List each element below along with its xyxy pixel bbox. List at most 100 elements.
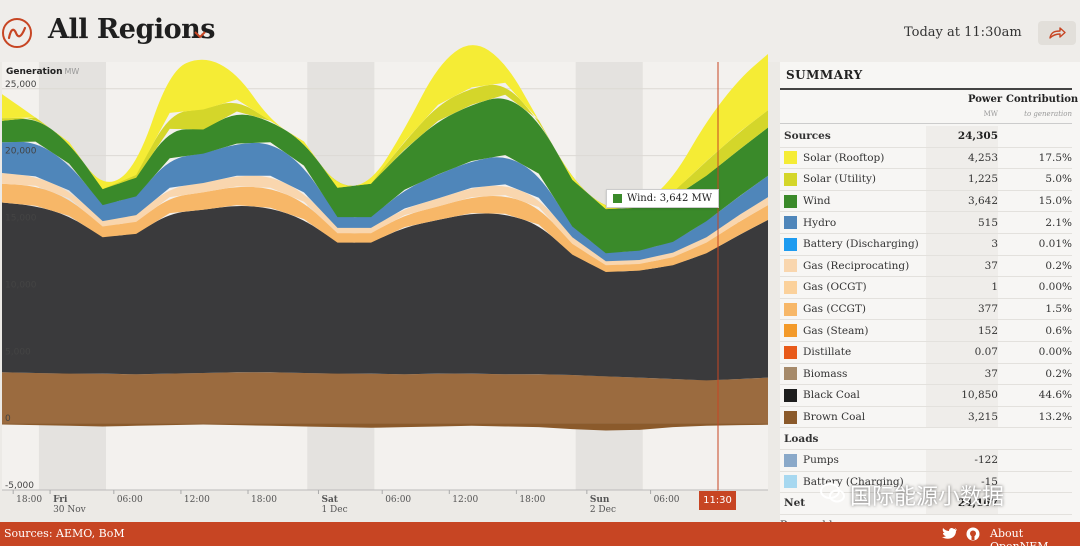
source-row[interactable]: Wind 3,642 15.0% — [780, 190, 1072, 213]
source-row[interactable]: Battery (Discharging) 3 0.01% — [780, 234, 1072, 256]
area-black-coal[interactable] — [2, 202, 768, 381]
color-swatch[interactable] — [784, 345, 797, 359]
x-tick-label: 12:00 — [452, 495, 478, 505]
row-power: 0.07 — [926, 342, 998, 363]
source-row[interactable]: Gas (OCGT) 1 0.00% — [780, 277, 1072, 299]
color-swatch[interactable] — [784, 410, 797, 424]
row-label: Battery (Discharging) — [803, 238, 919, 251]
color-swatch[interactable] — [784, 194, 797, 208]
net-row: Net 24,167 — [780, 493, 1072, 515]
footer-bar: Sources: AEMO, BoM About OpenNEM — [0, 522, 1080, 546]
color-swatch[interactable] — [784, 453, 797, 467]
row-label: Gas (CCGT) — [803, 303, 867, 316]
row-label: Sources — [784, 130, 831, 143]
contribution-column-unit: to generation — [1024, 110, 1072, 118]
row-power: -15 — [926, 471, 998, 493]
row-contribution: 44.6% — [1038, 389, 1072, 402]
color-swatch[interactable] — [784, 172, 797, 186]
source-row[interactable]: Brown Coal 3,215 13.2% — [780, 406, 1072, 429]
row-label: Solar (Utility) — [803, 173, 876, 186]
x-tick-label: 1 Dec — [321, 505, 347, 515]
y-axis: 25,000 20,000 15,000 10,000 5,000 0 -5,000 — [5, 80, 37, 491]
source-row[interactable]: Biomass 37 0.2% — [780, 363, 1072, 386]
y-tick-label: 0 — [5, 414, 11, 424]
color-swatch[interactable] — [784, 151, 797, 165]
region-title[interactable]: All Regions — [48, 14, 215, 45]
source-row[interactable]: Gas (CCGT) 377 1.5% — [780, 298, 1072, 321]
row-contribution: 0.2% — [1045, 259, 1072, 272]
row-contribution: 0.00% — [1038, 281, 1072, 294]
area-wind[interactable] — [2, 98, 768, 254]
sources-link[interactable]: Sources: AEMO, BoM — [4, 527, 125, 540]
x-tick-label: 30 Nov — [53, 505, 87, 515]
row-label: Brown Coal — [803, 411, 866, 424]
source-row[interactable]: Distillate 0.07 0.00% — [780, 342, 1072, 364]
area-hydro[interactable] — [2, 141, 768, 262]
y-tick-label: 5,000 — [5, 347, 31, 357]
color-swatch[interactable] — [784, 324, 797, 338]
share-button[interactable] — [1038, 21, 1076, 45]
sources-header-row: Sources 24,305 — [780, 126, 1072, 148]
row-label: Gas (Reciprocating) — [803, 259, 910, 272]
color-swatch[interactable] — [784, 280, 797, 294]
area-solar-rooftop[interactable] — [2, 45, 768, 210]
source-row[interactable]: Gas (Steam) 152 0.6% — [780, 320, 1072, 342]
color-swatch[interactable] — [784, 259, 797, 273]
row-label: Distillate — [803, 346, 852, 359]
twitter-icon[interactable] — [942, 527, 958, 543]
area-gas-ccgt[interactable] — [2, 183, 768, 272]
power-column-header[interactable]: Power — [968, 94, 1003, 105]
source-row[interactable]: Black Coal 10,850 44.6% — [780, 385, 1072, 407]
row-label: Hydro — [803, 216, 837, 229]
area-brown-coal[interactable] — [2, 372, 768, 424]
source-row[interactable]: Gas (Reciprocating) 37 0.2% — [780, 255, 1072, 278]
color-swatch[interactable] — [784, 388, 797, 402]
about-link[interactable]: About OpenNEM — [990, 527, 1049, 546]
source-row[interactable]: Solar (Rooftop) 4,253 17.5% — [780, 147, 1072, 170]
row-power: 10,850 — [926, 385, 998, 406]
x-tick-label: 18:00 — [519, 495, 545, 505]
loads-header-row: Loads — [780, 428, 1072, 450]
chevron-down-icon[interactable] — [193, 25, 207, 44]
row-label: Gas (OCGT) — [803, 281, 867, 294]
row-power: 24,167 — [926, 493, 998, 514]
contribution-column-header[interactable]: Contribution — [1006, 94, 1079, 105]
row-power: 37 — [926, 255, 998, 277]
y-tick-label: -5,000 — [5, 481, 34, 491]
row-power: 1,225 — [926, 169, 998, 190]
opennem-logo-icon[interactable] — [2, 18, 32, 48]
row-label: Loads — [784, 432, 819, 445]
color-swatch[interactable] — [784, 302, 797, 316]
source-row[interactable]: Hydro 515 2.1% — [780, 212, 1072, 234]
x-tick-label: 2 Dec — [590, 505, 616, 515]
x-tick-label: Sat — [321, 495, 338, 505]
row-label: Black Coal — [803, 389, 860, 402]
area-gas-reciprocating[interactable] — [2, 173, 768, 266]
wechat-icon — [820, 482, 846, 508]
area-solar-utility[interactable] — [2, 84, 768, 210]
load-row[interactable]: Pumps -122 — [780, 450, 1072, 472]
area-pumps[interactable] — [2, 423, 768, 431]
chart-ylabel: Generation MW — [6, 67, 79, 77]
row-power: 152 — [926, 320, 998, 341]
now-time-marker[interactable]: 11:30 — [699, 491, 736, 510]
time-label[interactable]: Today at 11:30am — [904, 25, 1022, 40]
generation-label: Generation — [6, 67, 63, 77]
row-contribution: 0.6% — [1045, 324, 1072, 337]
color-swatch[interactable] — [784, 237, 797, 251]
row-power: 3,215 — [926, 406, 998, 428]
color-swatch[interactable] — [784, 216, 797, 230]
github-icon[interactable] — [966, 527, 980, 544]
x-tick-label: 06:00 — [654, 495, 680, 505]
x-tick-label: 18:00 — [251, 495, 277, 505]
power-column-unit: MW — [983, 110, 998, 118]
generation-chart[interactable]: 25,000 20,000 15,000 10,000 5,000 0 -5,000 18:… — [0, 0, 770, 522]
row-power: 4,253 — [926, 147, 998, 169]
source-row[interactable]: Solar (Utility) 1,225 5.0% — [780, 169, 1072, 191]
row-contribution: 0.01% — [1038, 238, 1072, 251]
x-tick-label: Fri — [53, 495, 68, 505]
row-power: 1 — [926, 277, 998, 298]
color-swatch[interactable] — [784, 475, 797, 489]
color-swatch[interactable] — [784, 367, 797, 381]
